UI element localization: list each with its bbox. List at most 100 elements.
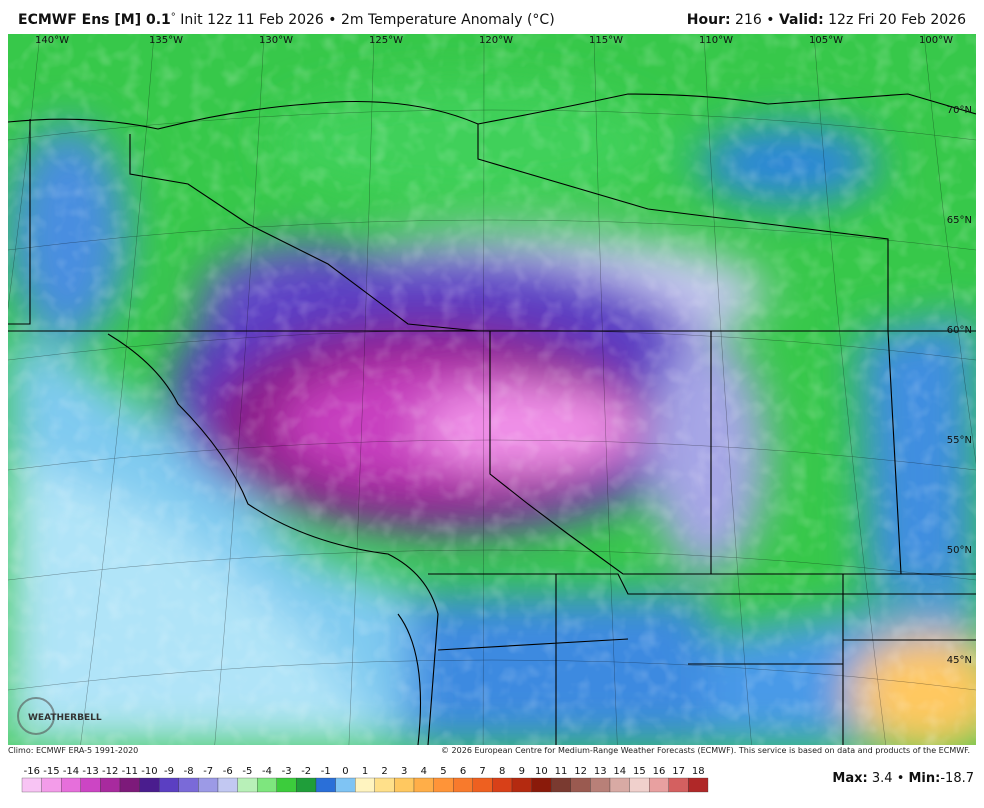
legend-label: 4 (421, 766, 427, 777)
valid-label: Valid: (778, 12, 824, 28)
legend-label: 3 (401, 766, 407, 777)
parallel (8, 549, 976, 581)
parallel (8, 219, 976, 251)
parallel (8, 659, 976, 691)
meridian (348, 34, 375, 745)
lon-label: 110°W (699, 35, 733, 46)
logo-text: WEATHERBELL (28, 713, 102, 723)
legend-label: -14 (63, 766, 79, 777)
legend-label: -1 (321, 766, 331, 777)
logo: WEATHERBELL (17, 697, 102, 735)
legend-swatch (649, 777, 669, 793)
legend-swatch (61, 777, 81, 793)
max-label: Max: (832, 771, 868, 786)
legend-swatch (531, 777, 552, 793)
copyright: © 2026 European Centre for Medium-Range … (441, 746, 970, 755)
legend-label: 6 (460, 766, 466, 777)
lon-label: 115°W (589, 35, 623, 46)
meridian (482, 34, 485, 745)
lon-label: 130°W (259, 35, 293, 46)
lon-label: 140°W (35, 35, 69, 46)
legend-label: -3 (282, 766, 292, 777)
borders (8, 93, 976, 745)
labels: 140°W 135°W 130°W 125°W 120°W 115°W 110°W 105°W… (35, 35, 972, 666)
parallel (8, 329, 976, 361)
legend-label: -15 (43, 766, 59, 777)
lon-label: 105°W (809, 35, 843, 46)
legend-swatch (159, 777, 179, 793)
meridian (8, 34, 41, 310)
sep: • (896, 771, 905, 786)
valid-info: Hour: 216 • Valid: 12z Fri 20 Feb 2026 (687, 12, 966, 28)
legend-swatch (492, 777, 513, 793)
legend-swatch (237, 777, 258, 793)
legend-swatch (335, 777, 356, 793)
stats: Max: 3.4 • Min:-18.7 (832, 771, 974, 786)
legend-swatch (453, 777, 473, 793)
legend-label: 7 (479, 766, 485, 777)
lon-label: 100°W (919, 35, 953, 46)
legend-swatch (41, 777, 62, 793)
legend-swatch (688, 777, 709, 793)
min-label: Min: (908, 771, 941, 786)
legend-label: -11 (122, 766, 138, 777)
parallel (8, 439, 976, 471)
meridian (214, 34, 265, 745)
legend-label: -4 (262, 766, 272, 777)
model: ECMWF Ens [M] 0.1 (18, 12, 171, 28)
legend-label: 5 (440, 766, 446, 777)
legend-swatch (394, 777, 415, 793)
legend-swatch (433, 777, 454, 793)
legend-label: 17 (672, 766, 685, 777)
legend-label: 15 (633, 766, 646, 777)
map: 140°W 135°W 130°W 125°W 120°W 115°W 110°W 105°W… (8, 34, 976, 745)
meridian (923, 34, 976, 465)
legend-swatch (355, 777, 375, 793)
legend-swatch (257, 777, 277, 793)
legend-label: 8 (499, 766, 505, 777)
legend-swatch (100, 777, 121, 793)
meridian (813, 34, 886, 745)
legend-label: 18 (692, 766, 705, 777)
legend-swatch (472, 777, 493, 793)
legend-swatch (668, 777, 689, 793)
legend-swatch (21, 777, 42, 793)
legend-label: 0 (342, 766, 348, 777)
legend-swatch (139, 777, 160, 793)
legend-label: -6 (223, 766, 233, 777)
sep: • (766, 12, 775, 28)
legend-swatch (80, 777, 101, 793)
min: -18.7 (940, 771, 974, 786)
title-text: Init 12z 11 Feb 2026 • 2m Temperature An… (180, 12, 555, 28)
climo: Climo: ECMWF ERA-5 1991-2020 (8, 746, 139, 755)
legend-swatch (629, 777, 650, 793)
legend-swatch (217, 777, 238, 793)
meridian (703, 34, 752, 745)
legend-label: -5 (242, 766, 252, 777)
legend-swatch (178, 777, 199, 793)
legend-swatch (374, 777, 395, 793)
lat-label: 70°N (947, 105, 972, 116)
legend-label: 16 (653, 766, 666, 777)
max: 3.4 (871, 771, 893, 786)
hour-label: Hour: (686, 12, 731, 28)
legend-label: 14 (613, 766, 626, 777)
legend-swatch (551, 777, 571, 793)
legend-swatch (198, 777, 219, 793)
texture (8, 34, 976, 745)
parallel (8, 109, 976, 141)
legend-label: -8 (184, 766, 194, 777)
legend-label: 1 (362, 766, 368, 777)
legend-swatch (276, 777, 297, 793)
legend-label: -9 (164, 766, 174, 777)
legend-label: -16 (24, 766, 40, 777)
lat-label: 50°N (947, 545, 972, 556)
colorbar: -16 -15 -14 -13 -12 -11 -10 -9 -8 -7 -6 -5 -4 -3 -2 -1 0… (21, 766, 709, 793)
lat-label: 60°N (947, 325, 972, 336)
legend-swatch (570, 777, 591, 793)
legend-swatch (511, 777, 532, 793)
legend-label: -12 (102, 766, 118, 777)
lat-label: 45°N (947, 655, 972, 666)
legend-swatch (315, 777, 336, 793)
